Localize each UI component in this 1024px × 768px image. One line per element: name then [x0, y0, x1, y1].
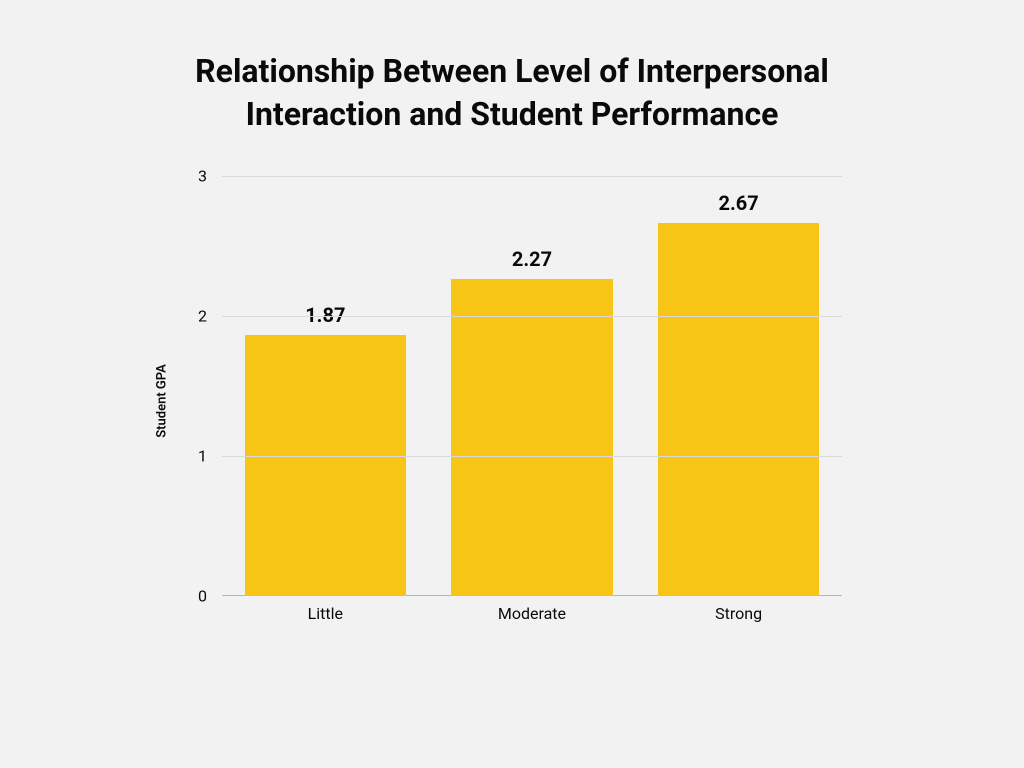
- chart-title: Relationship Between Level of Interperso…: [172, 50, 852, 136]
- bar: [451, 279, 612, 597]
- gridline: [222, 176, 842, 177]
- y-axis-label: Student GPA: [155, 365, 170, 439]
- y-tick-label: 2: [198, 307, 207, 326]
- bar-slot: 2.67Strong: [635, 176, 842, 596]
- bar-slot: 2.27Moderate: [429, 176, 636, 596]
- x-tick-label: Little: [308, 604, 343, 623]
- bars-group: 1.87Little2.27Moderate2.67Strong: [222, 176, 842, 596]
- bar: [658, 223, 819, 597]
- y-tick-label: 1: [198, 447, 207, 466]
- gridline: [222, 456, 842, 457]
- x-tick-label: Strong: [715, 604, 762, 623]
- bar-value-label: 2.67: [719, 191, 759, 215]
- chart-container: Relationship Between Level of Interperso…: [0, 0, 1024, 768]
- bar-value-label: 2.27: [512, 247, 552, 271]
- y-tick-label: 0: [198, 587, 207, 606]
- chart-area: Student GPA 1.87Little2.27Moderate2.67St…: [172, 166, 852, 636]
- bar: [245, 335, 406, 597]
- gridline: [222, 316, 842, 317]
- y-tick-label: 3: [198, 167, 207, 186]
- bar-value-label: 1.87: [305, 303, 345, 327]
- bar-slot: 1.87Little: [222, 176, 429, 596]
- plot-area: 1.87Little2.27Moderate2.67Strong 0123: [222, 176, 842, 596]
- x-tick-label: Moderate: [498, 604, 566, 623]
